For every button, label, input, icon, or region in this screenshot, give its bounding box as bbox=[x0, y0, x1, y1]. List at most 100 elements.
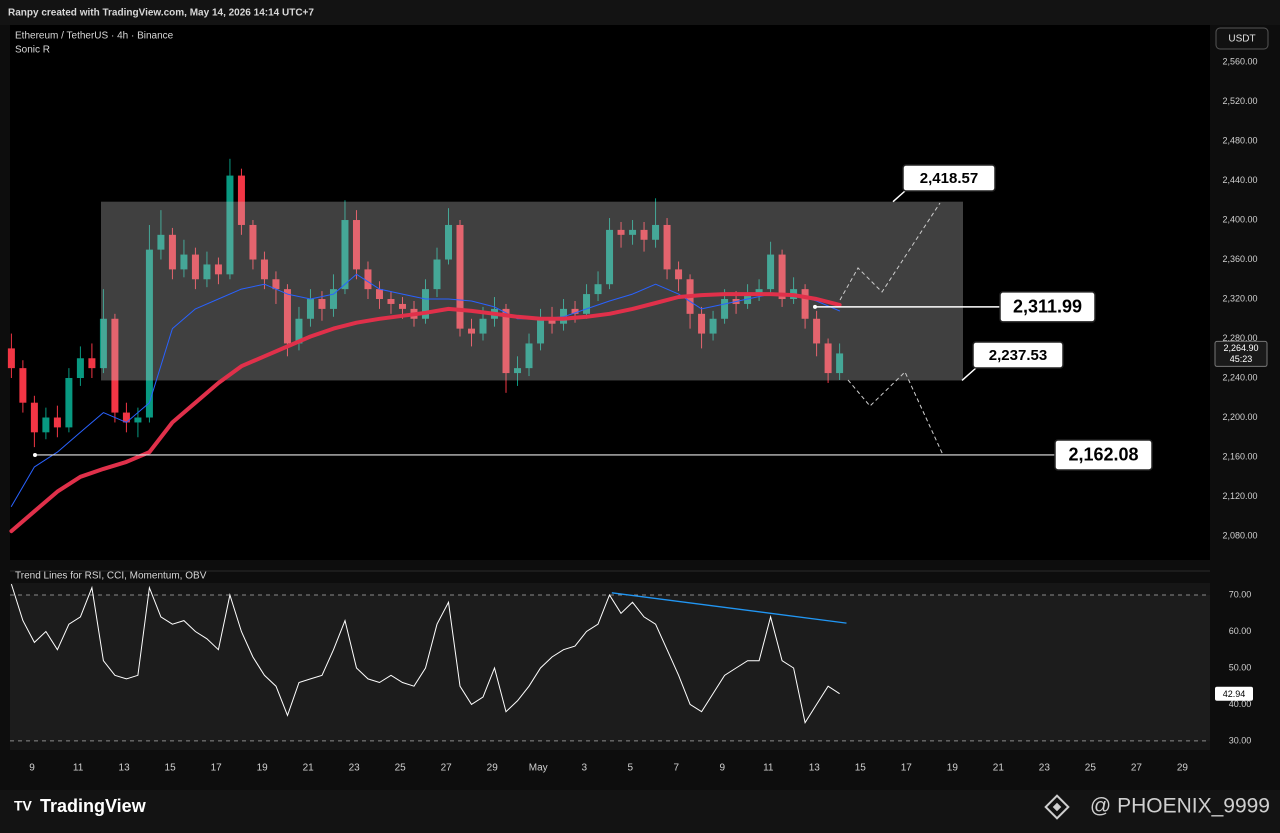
candle-body bbox=[99, 318, 107, 369]
candle-body bbox=[640, 229, 648, 240]
currency-label: USDT bbox=[1228, 34, 1255, 45]
last-price-box bbox=[1214, 340, 1268, 367]
indicator-name: Sonic R bbox=[15, 45, 50, 56]
candle-body bbox=[226, 175, 234, 275]
candle-body bbox=[53, 417, 61, 428]
brand-icon: TV bbox=[14, 798, 33, 814]
candle-body bbox=[652, 224, 660, 240]
rsi-line bbox=[10, 583, 840, 725]
candle-body bbox=[157, 234, 165, 250]
candle-body bbox=[502, 308, 510, 374]
rsi-trendline bbox=[611, 592, 847, 624]
y-tick-label: 60.00 bbox=[1229, 626, 1252, 636]
projection-down bbox=[847, 371, 944, 456]
x-tick-label: 29 bbox=[1177, 763, 1189, 774]
y-tick-label: 2,240.00 bbox=[1222, 372, 1257, 382]
y-tick-label: 40.00 bbox=[1229, 699, 1252, 709]
x-tick-label: 23 bbox=[1039, 763, 1051, 774]
last-value: 42.94 bbox=[1223, 689, 1246, 699]
candle-body bbox=[145, 249, 153, 418]
x-tick-label: 13 bbox=[809, 763, 821, 774]
level-anchor bbox=[813, 304, 817, 309]
last-price: 2,264.90 bbox=[1223, 343, 1258, 353]
candle-body bbox=[260, 259, 268, 280]
candle-body bbox=[375, 289, 383, 300]
candle-body bbox=[663, 224, 671, 270]
y-tick-label: 2,360.00 bbox=[1222, 254, 1257, 264]
candle-body bbox=[352, 220, 360, 270]
y-tick-label: 2,480.00 bbox=[1222, 135, 1257, 145]
currency-button[interactable] bbox=[1215, 27, 1269, 50]
candle-body bbox=[19, 368, 27, 403]
candle-body bbox=[318, 299, 326, 309]
x-tick-label: 11 bbox=[763, 763, 774, 774]
candle-body bbox=[801, 289, 809, 319]
candle-body bbox=[76, 358, 84, 379]
candle-body bbox=[444, 224, 452, 260]
moving-average bbox=[9, 292, 842, 534]
y-tick-label: 50.00 bbox=[1229, 662, 1252, 672]
level-label: 2,162.08 bbox=[1068, 445, 1138, 465]
rsi-title: Trend Lines for RSI, CCI, Momentum, OBV bbox=[15, 571, 207, 582]
y-tick-label: 2,440.00 bbox=[1222, 175, 1257, 185]
y-tick-label: 2,120.00 bbox=[1222, 491, 1257, 501]
header-text: Ranpy created with TradingView.com, May … bbox=[8, 8, 314, 19]
candle-body bbox=[606, 229, 614, 285]
candle-body bbox=[65, 378, 73, 428]
x-tick-label: 27 bbox=[1131, 763, 1143, 774]
candle-body bbox=[583, 294, 591, 314]
y-tick-label: 2,560.00 bbox=[1222, 56, 1257, 66]
level-label: 2,237.53 bbox=[989, 347, 1047, 364]
candle-body bbox=[571, 308, 579, 314]
candle-body bbox=[42, 417, 50, 433]
x-tick-label: May bbox=[529, 763, 548, 774]
x-tick-label: 19 bbox=[947, 763, 959, 774]
candle-body bbox=[88, 358, 96, 369]
x-tick-label: 7 bbox=[673, 763, 679, 774]
y-tick-label: 2,320.00 bbox=[1222, 293, 1257, 303]
watermark: @ PHOENIX_9999 bbox=[1090, 795, 1270, 818]
candle-body bbox=[525, 343, 533, 369]
candle-body bbox=[237, 175, 245, 225]
x-tick-label: 25 bbox=[1085, 763, 1097, 774]
y-tick-label: 2,200.00 bbox=[1222, 412, 1257, 422]
candle-body bbox=[364, 269, 372, 290]
candle-body bbox=[191, 254, 199, 280]
brand-name: TradingView bbox=[40, 796, 147, 816]
header-bar bbox=[0, 0, 1280, 25]
x-tick-label: 3 bbox=[581, 763, 587, 774]
candle-body bbox=[698, 313, 706, 334]
y-tick-label: 2,400.00 bbox=[1222, 214, 1257, 224]
x-tick-label: 15 bbox=[165, 763, 177, 774]
candle-body bbox=[629, 229, 637, 235]
candle-body bbox=[272, 279, 280, 290]
symbol-title: Ethereum / TetherUS · 4h · Binance bbox=[15, 31, 174, 42]
candle-body bbox=[168, 234, 176, 270]
x-tick-label: 17 bbox=[901, 763, 913, 774]
moving-average bbox=[10, 273, 841, 507]
candle-body bbox=[548, 318, 556, 324]
candle-body bbox=[180, 254, 188, 270]
x-tick-label: 9 bbox=[29, 763, 35, 774]
level-connector bbox=[961, 367, 977, 382]
candle-body bbox=[468, 328, 476, 334]
candle-body bbox=[617, 229, 625, 235]
candle-body bbox=[30, 402, 38, 433]
y-tick-label: 2,520.00 bbox=[1222, 96, 1257, 106]
x-tick-label: 15 bbox=[855, 763, 867, 774]
x-tick-label: 11 bbox=[73, 763, 84, 774]
candle-body bbox=[709, 318, 717, 334]
candle-body bbox=[778, 254, 786, 300]
candle-body bbox=[675, 269, 683, 280]
candle-body bbox=[111, 318, 119, 413]
level-label-box bbox=[902, 164, 996, 192]
level-label-box bbox=[999, 291, 1096, 323]
x-tick-label: 27 bbox=[441, 763, 453, 774]
range-box bbox=[101, 201, 963, 381]
x-tick-label: 5 bbox=[627, 763, 633, 774]
candle-body bbox=[421, 289, 429, 319]
candle-body bbox=[514, 368, 522, 374]
rsi-band bbox=[10, 595, 1210, 741]
candle-body bbox=[836, 353, 844, 374]
